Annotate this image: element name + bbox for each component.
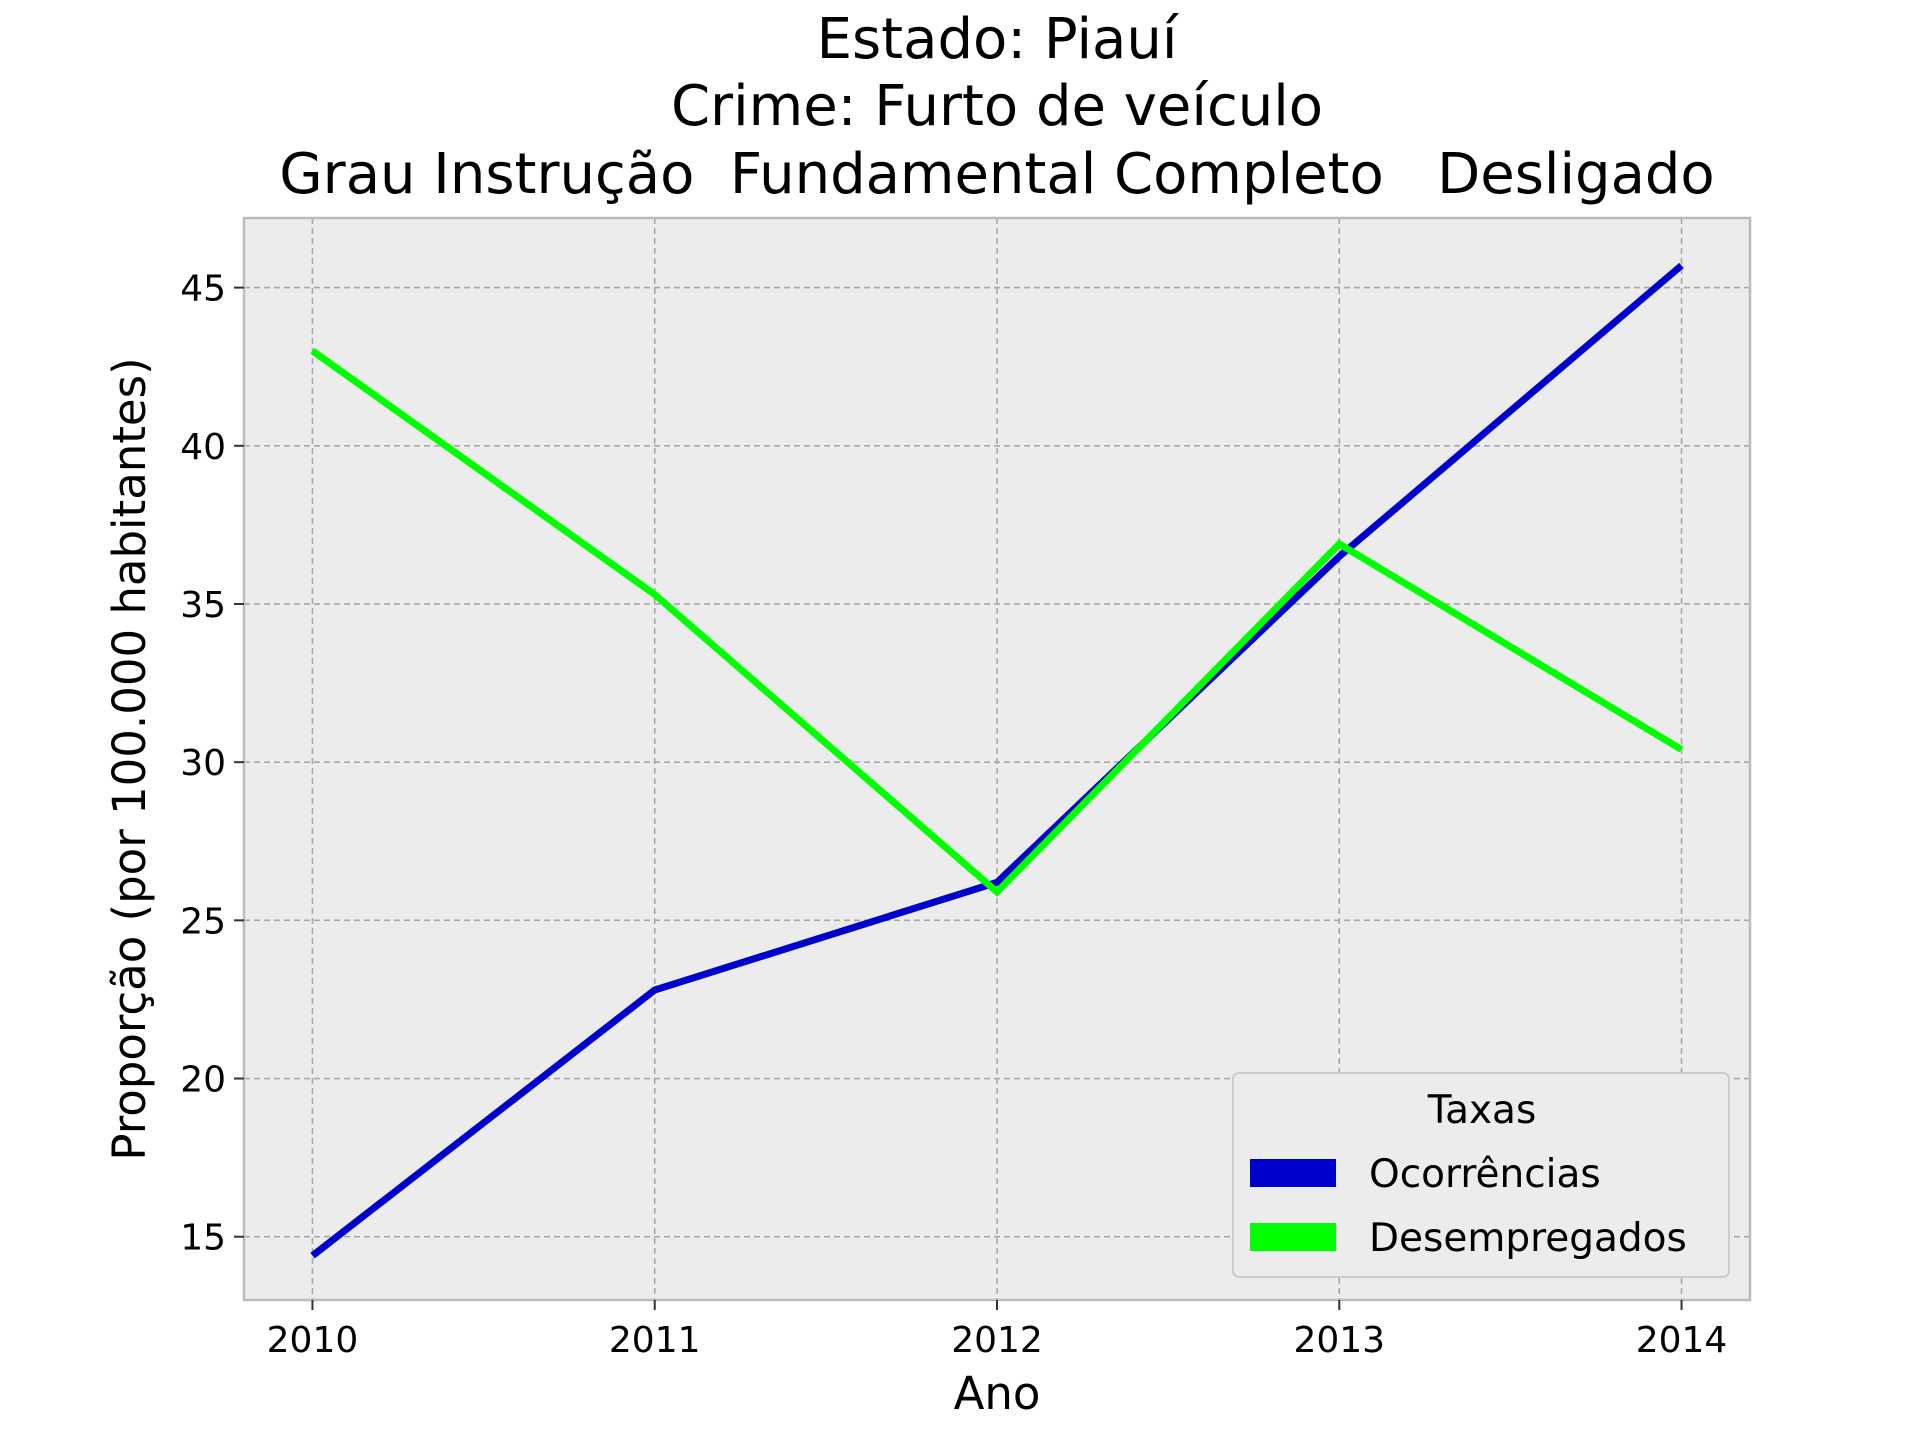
x-axis-label: Ano [954,1367,1041,1420]
x-tick-label: 2010 [267,1320,359,1361]
legend-label-ocorrencias: Ocorrências [1369,1152,1601,1197]
chart-title-line-3: Grau Instrução Fundamental Completo Desl… [279,142,1714,207]
y-tick-label: 45 [180,269,226,310]
legend-swatch-ocorrencias [1250,1159,1336,1187]
legend: Taxas Ocorrências Desempregados [1232,1072,1730,1278]
y-tick-label: 35 [180,585,226,626]
y-axis-label: Proporção (por 100.000 habitantes) [103,357,156,1160]
series-lines [310,262,1684,1259]
x-tick-label: 2012 [951,1320,1043,1361]
legend-swatch-desempregados [1250,1223,1336,1251]
y-tick-label: 30 [180,743,226,784]
series-line-ocorrencias [310,262,1684,1259]
x-tick-label: 2014 [1636,1320,1728,1361]
legend-box [1232,1072,1730,1278]
y-tick-label: 40 [180,427,226,468]
y-axis-ticks: 15 20 25 30 35 40 45 [180,269,244,1259]
legend-title: Taxas [1427,1088,1537,1133]
y-tick-label: 15 [180,1218,226,1259]
x-axis-ticks: 2010 2011 2012 2013 2014 [267,1300,1728,1361]
legend-label-desempregados: Desempregados [1369,1216,1687,1261]
x-tick-label: 2011 [609,1320,701,1361]
y-tick-label: 20 [180,1060,226,1101]
chart-title-line-2: Crime: Furto de veículo [671,74,1323,139]
grid-lines [244,218,1750,1300]
series-line-desempregados [310,348,1684,897]
y-tick-label: 25 [180,901,226,942]
chart-title-line-1: Estado: Piauí [817,7,1180,72]
x-tick-label: 2013 [1293,1320,1385,1361]
